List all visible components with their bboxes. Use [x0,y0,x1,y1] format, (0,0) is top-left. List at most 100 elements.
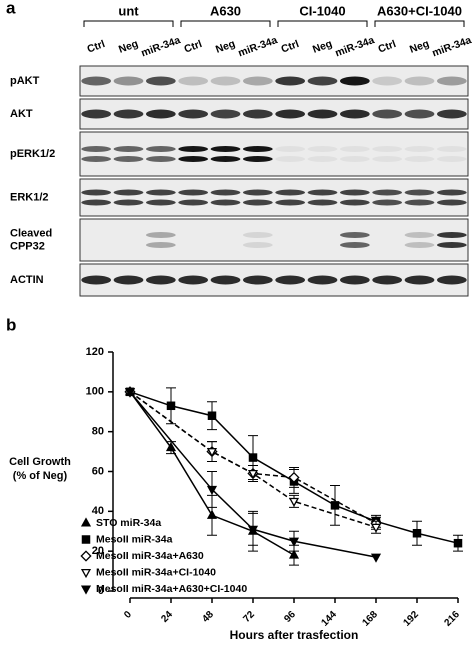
x-tick-label: 48 [200,609,216,625]
y-axis-title: Cell Growth [9,456,71,468]
blot-band [210,156,241,162]
blot-band [404,199,435,206]
blot-band [307,275,338,285]
legend-marker [80,517,92,527]
blot-band [404,109,435,119]
lane-label: Ctrl [280,38,301,55]
blot-band [275,189,306,196]
blot-band [339,242,370,248]
blot-band [372,199,403,206]
marker [206,509,218,519]
blot-strip [79,263,469,297]
row-label: pERK1/2 [10,148,55,160]
row-label: ERK1/2 [10,191,49,203]
marker [247,525,259,535]
marker [370,553,382,563]
blot-band [81,146,112,152]
lane-label: miR-34a [431,34,472,59]
y-tick-label: 40 [92,505,104,517]
lane-label: miR-34a [237,34,280,59]
blot-band [339,76,370,86]
blot-band [436,146,467,152]
blot-band [178,76,209,86]
marker [288,471,300,484]
y-axis-title: (% of Neg) [13,470,68,482]
blot-band [436,275,467,285]
blot-strip [79,218,469,262]
lane-label: Ctrl [377,38,398,55]
blot-band [436,199,467,206]
group-bracket [83,20,174,27]
blot-band [372,109,403,119]
blot-band [242,242,273,248]
blot-band [113,275,144,285]
blot-band [436,242,467,248]
blot-band [113,76,144,86]
blot-band [242,275,273,285]
blot-band [339,199,370,206]
row-label: AKT [10,108,33,120]
marker [165,441,177,452]
legend-marker [80,585,92,595]
group-bracket [374,20,465,27]
blot-band [372,156,403,162]
marker [453,538,463,548]
y-tick-label: 120 [86,346,104,358]
blot-band [210,189,241,196]
marker [124,388,136,398]
x-tick-label: 0 [122,609,134,621]
blot-band [275,156,306,162]
lane-label: Neg [117,38,140,56]
blot-band [145,242,176,248]
y-tick-label: 80 [92,426,104,438]
blot-band [113,189,144,196]
blot-band [307,189,338,196]
group-label: A630+CI-1040 [377,3,462,18]
legend-marker [80,550,92,562]
blot-band [210,146,241,152]
blot-band [210,199,241,206]
legend-label: MesoII miR-34a+CI-1040 [96,566,216,578]
blot-band [436,189,467,196]
lane-label: Ctrl [183,38,204,55]
marker [166,401,176,411]
blot-strip [79,65,469,97]
y-tick-label: 60 [92,465,104,477]
blot-band [113,156,144,162]
group-label: unt [118,3,139,18]
x-tick-label: 72 [241,609,257,625]
marker [206,448,218,458]
blot-band [404,146,435,152]
blot-band [404,275,435,285]
lane-label: miR-34a [140,34,183,59]
legend-item: MesoII miR-34a+A630 [80,550,204,562]
y-tick-label: 0 [98,585,104,597]
panel-label: a [6,0,16,17]
blot-band [81,275,112,285]
blot-band [210,76,241,86]
blot-band [436,156,467,162]
blot-band [307,156,338,162]
group-label: A630 [210,3,241,18]
blot-band [372,189,403,196]
blot-band [178,156,209,162]
blot-band [404,232,435,238]
row-label: CPP32 [10,240,45,252]
blot-band [242,146,273,152]
blot-band [339,275,370,285]
legend-item: MesoII miR-34a+A630+CI-1040 [80,583,247,595]
blot-band [307,146,338,152]
blot-band [275,199,306,206]
legend-item: STO miR-34a [80,517,161,529]
blot-band [339,189,370,196]
blot-band [113,199,144,206]
blot-band [275,275,306,285]
blot-band [372,275,403,285]
blot-band [113,109,144,119]
blot-strip [79,98,469,130]
blot-band [404,189,435,196]
legend-label: STO miR-34a [96,517,161,529]
marker [288,497,300,508]
marker [412,528,422,538]
